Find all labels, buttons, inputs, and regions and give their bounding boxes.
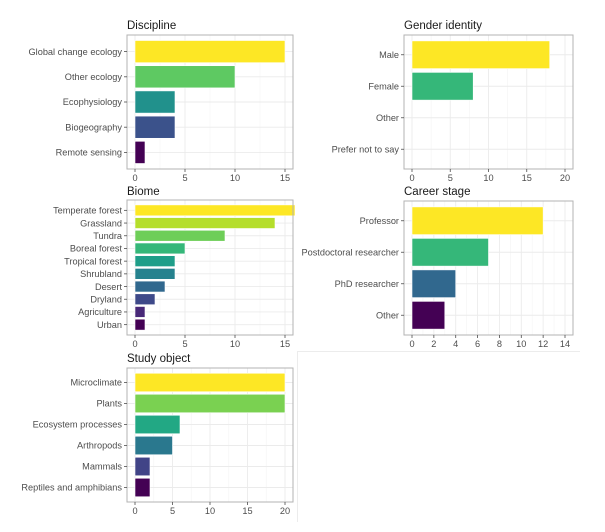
y-tick-label: Temperate forest xyxy=(53,206,122,216)
y-tick-label: Remote sensing xyxy=(56,148,122,158)
x-tick-label: 10 xyxy=(483,173,493,183)
panel-border xyxy=(403,200,574,336)
y-tick-label: Tropical forest xyxy=(64,256,122,266)
y-tick-label: Shrubland xyxy=(80,269,122,279)
panel-career: Career stage Professor Postdoctoral resear… xyxy=(301,186,574,349)
y-tick-label: Dryland xyxy=(90,294,122,304)
y-tick-label: Postdoctoral researcher xyxy=(301,247,399,257)
y-tick-label: Global change ecology xyxy=(29,47,123,57)
x-tick-label: 10 xyxy=(230,173,240,183)
panel-border xyxy=(126,199,294,336)
y-tick-label: Ecophysiology xyxy=(63,97,123,107)
y-tick-label: Other xyxy=(376,310,399,320)
x-tick-label: 5 xyxy=(448,173,453,183)
bar-postdoctoral-researcher xyxy=(411,238,489,267)
y-tick-label: Plants xyxy=(96,399,122,409)
x-tick-label: 14 xyxy=(560,339,570,349)
panel-title: Career stage xyxy=(404,186,470,198)
bar-tropical-forest xyxy=(134,255,176,267)
x-tick-label: 2 xyxy=(431,339,436,349)
y-tick-label: Reptiles and amphibians xyxy=(21,483,122,493)
x-tick-label: 15 xyxy=(522,173,532,183)
y-tick-label: Microclimate xyxy=(70,378,122,388)
bar-arthropods xyxy=(134,435,173,456)
x-tick-label: 20 xyxy=(280,506,290,516)
x-tick-label: 5 xyxy=(170,506,175,516)
y-tick-label: Tundra xyxy=(93,231,123,241)
y-tick-label: Other xyxy=(376,113,399,123)
bar-mammals xyxy=(134,456,151,477)
x-tick-label: 10 xyxy=(205,506,215,516)
panel-gender: Gender identity Male Female Other Prefer not… xyxy=(332,20,574,183)
y-tick-label: Female xyxy=(368,81,399,91)
y-tick-label: Grassland xyxy=(80,218,122,228)
x-tick-label: 0 xyxy=(132,173,137,183)
bar-biogeography xyxy=(134,115,176,139)
x-tick-label: 10 xyxy=(230,339,240,349)
bar-urban xyxy=(134,318,146,331)
y-tick-label: Biogeography xyxy=(65,122,122,132)
y-tick-label: Urban xyxy=(97,320,122,330)
x-tick-label: 5 xyxy=(182,173,187,183)
x-tick-label: 0 xyxy=(132,506,137,516)
x-tick-label: 12 xyxy=(538,339,548,349)
bar-female xyxy=(411,72,474,101)
y-tick-label: Prefer not to say xyxy=(332,144,400,154)
y-tick-label: PhD researcher xyxy=(335,279,399,289)
x-tick-label: 0 xyxy=(409,339,414,349)
panel-title: Study object xyxy=(127,353,191,365)
bar-remote-sensing xyxy=(134,141,146,164)
x-tick-label: 6 xyxy=(475,339,480,349)
panel-title: Biome xyxy=(127,186,160,198)
panel-biome: Biome Temperate forest Grassland Tundra Bore… xyxy=(53,186,296,349)
bar-other-ecology xyxy=(134,65,236,89)
bar-global-change-ecology xyxy=(134,40,286,63)
bar-microclimate xyxy=(134,372,286,393)
bar-tundra xyxy=(134,229,226,242)
y-tick-label: Other ecology xyxy=(65,72,123,82)
bar-reptiles-and-amphibians xyxy=(134,477,151,498)
panel-study_object: Study object Microclimate Plants Ecosystem … xyxy=(21,353,294,516)
y-tick-label: Boreal forest xyxy=(70,244,123,254)
x-tick-label: 4 xyxy=(453,339,458,349)
y-tick-label: Ecosystem processes xyxy=(33,420,123,430)
bar-male xyxy=(411,40,550,69)
x-tick-label: 15 xyxy=(242,506,252,516)
panel-title: Gender identity xyxy=(404,20,482,32)
y-tick-label: Professor xyxy=(360,216,399,226)
bar-professor xyxy=(411,206,544,235)
bar-agriculture xyxy=(134,306,146,318)
empty-panel-area xyxy=(297,351,580,522)
y-tick-label: Mammals xyxy=(82,462,122,472)
panel-title: Discipline xyxy=(127,20,176,32)
bar-other xyxy=(411,301,446,330)
bar-ecosystem-processes xyxy=(134,414,181,435)
x-tick-label: 15 xyxy=(280,173,290,183)
x-tick-label: 8 xyxy=(497,339,502,349)
bar-grassland xyxy=(134,217,276,229)
y-tick-label: Arthropods xyxy=(77,441,122,451)
x-tick-label: 10 xyxy=(516,339,526,349)
bar-plants xyxy=(134,393,286,414)
bar-phd-researcher xyxy=(411,269,457,298)
x-tick-label: 0 xyxy=(409,173,414,183)
y-tick-label: Desert xyxy=(95,282,123,292)
x-tick-label: 15 xyxy=(280,339,290,349)
x-tick-label: 20 xyxy=(560,173,570,183)
panel-discipline: Discipline Global change ecology Other eco… xyxy=(29,20,294,183)
bar-shrubland xyxy=(134,268,176,280)
bar-temperate-forest xyxy=(134,204,296,217)
bar-boreal-forest xyxy=(134,242,186,255)
bar-ecophysiology xyxy=(134,90,176,114)
x-tick-label: 5 xyxy=(182,339,187,349)
bar-desert xyxy=(134,280,166,293)
y-tick-label: Agriculture xyxy=(78,307,122,317)
x-tick-label: 0 xyxy=(132,339,137,349)
bar-dryland xyxy=(134,293,156,306)
y-tick-label: Male xyxy=(379,50,399,60)
